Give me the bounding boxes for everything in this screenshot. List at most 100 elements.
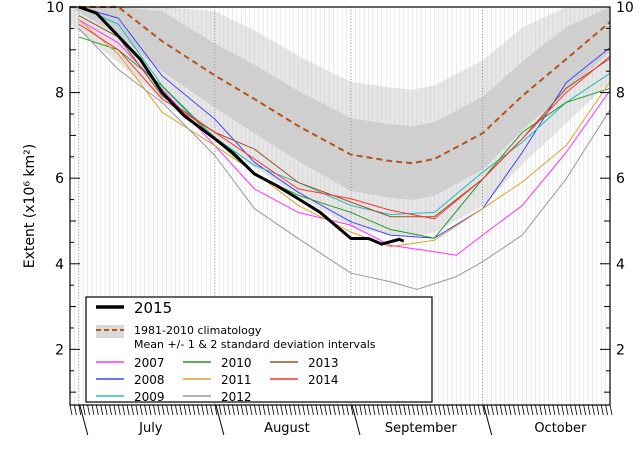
y-tick-label-right: 4 — [616, 257, 625, 273]
x-minor-tick — [122, 404, 126, 416]
y-axis-label: Extent (x10⁶ km²) — [22, 144, 38, 269]
x-minor-tick — [161, 404, 165, 416]
x-minor-tick — [87, 404, 90, 416]
x-minor-tick — [561, 404, 565, 416]
series-line-2015 — [78, 5, 405, 246]
x-minor-tick — [275, 404, 279, 416]
legend-label-2015: 2015 — [134, 299, 172, 317]
month-tick — [79, 404, 89, 436]
x-minor-tick — [188, 404, 191, 416]
x-minor-tick — [82, 404, 86, 416]
x-minor-tick — [131, 404, 134, 416]
x-minor-tick — [368, 404, 371, 416]
x-minor-tick — [126, 404, 130, 416]
legend-swatch-band — [96, 325, 124, 338]
x-minor-tick — [495, 404, 499, 416]
month-label: October — [534, 421, 587, 436]
legend-label-2012: 2012 — [221, 390, 252, 404]
x-minor-tick — [491, 404, 494, 416]
x-minor-tick — [280, 404, 284, 416]
x-minor-tick — [104, 404, 108, 416]
x-minor-tick — [508, 404, 512, 416]
x-minor-tick — [289, 404, 292, 416]
legend-years: 2007 2008 2009 2010 2011 2012 2013 2014 — [96, 356, 339, 404]
x-minor-tick — [412, 404, 415, 416]
x-minor-tick — [552, 404, 556, 416]
y-tick-label-right: 10 — [616, 0, 634, 16]
x-minor-tick — [464, 404, 468, 416]
x-minor-tick — [157, 404, 161, 416]
x-minor-tick — [232, 404, 235, 416]
x-minor-tick — [148, 404, 152, 416]
month-label: August — [264, 421, 310, 436]
x-minor-tick — [117, 404, 121, 416]
x-minor-tick — [113, 404, 117, 416]
legend-label-2014: 2014 — [308, 373, 339, 387]
x-minor-tick — [390, 404, 393, 416]
x-minor-tick — [223, 404, 227, 416]
x-minor-tick — [78, 404, 82, 416]
x-minor-tick — [473, 404, 477, 416]
x-minor-tick — [354, 404, 358, 416]
x-minor-tick — [543, 404, 547, 416]
y-tick-label-left: 10 — [46, 0, 64, 16]
y-tick-label-left: 8 — [55, 86, 64, 102]
legend-box — [85, 296, 433, 403]
x-minor-tick — [486, 404, 490, 416]
x-minor-tick — [363, 404, 367, 416]
x-minor-tick — [592, 404, 595, 416]
x-minor-tick — [521, 404, 525, 416]
x-minor-tick — [284, 404, 288, 416]
x-minor-tick — [539, 404, 543, 416]
series-line-2012 — [78, 28, 611, 290]
x-minor-tick — [315, 404, 319, 416]
x-minor-tick — [214, 404, 218, 416]
x-minor-tick — [174, 404, 178, 416]
x-minor-tick — [324, 404, 328, 416]
x-minor-tick — [583, 404, 587, 416]
x-minor-tick — [109, 404, 112, 416]
x-minor-tick — [196, 404, 200, 416]
x-minor-tick — [548, 404, 551, 416]
x-minor-tick — [605, 404, 609, 416]
x-minor-tick — [403, 404, 407, 416]
x-minor-tick — [341, 404, 345, 416]
x-minor-tick — [166, 404, 169, 416]
x-minor-tick — [346, 404, 349, 416]
month-tick — [215, 404, 225, 436]
x-minor-tick — [530, 404, 534, 416]
series-line-2014 — [78, 23, 611, 220]
x-minor-tick — [609, 404, 613, 416]
x-minor-tick — [297, 404, 301, 416]
x-minor-tick — [319, 404, 323, 416]
x-minor-tick — [398, 404, 402, 416]
x-minor-tick — [69, 404, 73, 416]
x-minor-tick — [258, 404, 262, 416]
climatology-mean-line — [70, 6, 611, 165]
legend-label-2013: 2013 — [308, 356, 339, 370]
legend: 2015 1981-2010 climatology Mean +/- 1 & … — [85, 296, 433, 404]
x-minor-tick — [469, 404, 472, 416]
y-tick-label-right: 8 — [616, 86, 625, 102]
x-minor-tick — [429, 404, 433, 416]
x-minor-tick — [499, 404, 503, 416]
x-minor-tick — [210, 404, 213, 416]
x-minor-tick — [245, 404, 249, 416]
x-minor-tick — [534, 404, 538, 416]
x-minor-tick — [447, 404, 450, 416]
x-minor-tick — [433, 404, 437, 416]
one-sd-band — [70, 7, 610, 201]
series-lines — [78, 5, 611, 290]
y-tick-label-left: 4 — [55, 257, 64, 273]
plot-frame — [69, 6, 611, 406]
x-minor-tick — [100, 404, 104, 416]
x-minor-tick — [205, 404, 209, 416]
x-minor-tick — [460, 404, 464, 416]
x-minor-tick — [556, 404, 560, 416]
x-minor-tick — [596, 404, 600, 416]
x-minor-tick — [170, 404, 174, 416]
month-tick — [483, 404, 493, 436]
series-line-2007 — [78, 19, 611, 256]
x-minor-tick — [135, 404, 139, 416]
